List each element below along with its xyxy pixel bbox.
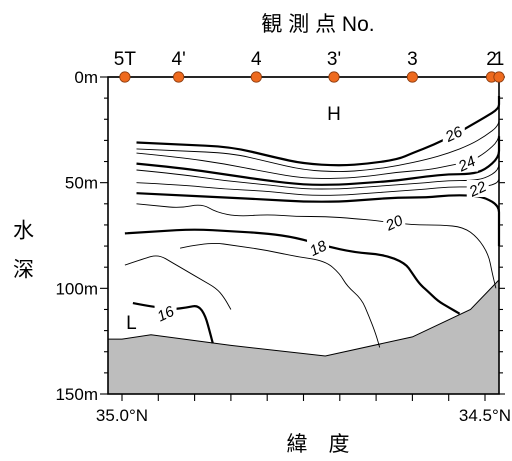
station-label: 4 [251,49,262,70]
station-marker [328,71,340,83]
isotherm-label: 16 [155,303,178,326]
station-marker [173,71,185,83]
region-label: L [126,313,137,334]
y-tick-label: 150m [55,385,98,404]
isotherm-label: 24 [455,153,478,176]
isotherm-line [136,203,497,289]
isotherm-line [180,242,381,348]
station-label: 3 [407,49,418,70]
isotherm-line [136,119,500,179]
isotherm-lines [124,96,501,348]
station-label: 3' [327,49,341,70]
seabed [107,256,500,395]
station-marker [250,71,262,83]
isotherm-line [136,163,500,196]
isotherm-label-bg [466,180,489,198]
station-marker [406,71,418,83]
x-axis-title: 緯 度 [287,433,350,456]
isotherm-label-bg [383,213,406,231]
isotherm-line [136,136,501,186]
region-labels: HL [126,104,341,334]
isotherm-label-bg [154,304,177,322]
y-tick-label: 0m [74,68,98,87]
region-label: H [327,104,341,125]
isotherm-label-bg [442,125,465,143]
y-tick-label: 100m [55,279,98,298]
isotherm-line [136,96,501,167]
station-marker [119,71,131,83]
isotherm-label-bg [307,239,330,257]
x-axis: 35.0°N 34.5°N [96,394,511,425]
isotherm-line [136,108,500,172]
station-label: 5T [114,49,137,70]
isotherm-line [136,148,500,190]
y-axis-title: 水 深 [11,219,35,285]
station-label: 1 [494,49,505,70]
isotherm-line [124,228,461,315]
isotherm-line [132,302,214,344]
seabed-area [107,256,500,395]
y-tick-label: 50m [65,174,98,193]
y-axis: 0m 50m 100m 150m [55,68,505,404]
x-tick-label: 34.5°N [459,406,511,425]
chart-title: 観 測 点 No. [261,13,374,36]
x-tick-label: 35.0°N [96,406,148,425]
isotherm-label: 18 [307,237,330,260]
isotherm-line [136,192,501,247]
station-label: 4' [172,49,186,70]
station-marker [493,71,505,83]
isotherm-label: 26 [442,123,466,146]
isotherm-line [124,255,232,310]
isotherm-label-bg [455,154,478,172]
station-label: 2 [486,49,497,70]
isotherm-label: 20 [382,212,406,235]
isotherm-label: 22 [466,178,490,201]
station-row: 5T 4' 4 3' 3 21 [108,49,505,83]
